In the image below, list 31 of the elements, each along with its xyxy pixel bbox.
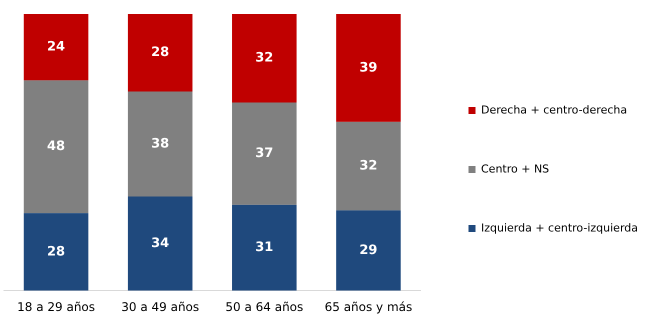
bar <box>128 91 192 197</box>
data-label: 31 <box>255 240 274 256</box>
data-label: 29 <box>359 242 378 258</box>
data-label: 37 <box>255 146 274 162</box>
data-label: 32 <box>359 158 378 174</box>
legend-label: Izquierda + centro-izquierda <box>481 221 638 234</box>
legend-label: Centro + NS <box>481 162 550 176</box>
bar <box>336 14 401 122</box>
bar <box>232 102 297 205</box>
data-label: 32 <box>255 50 274 66</box>
x-tick-label: 30 a 49 años <box>121 300 200 314</box>
bar <box>128 14 192 92</box>
bar <box>232 204 297 291</box>
legend-label: Derecha + centro-derecha <box>481 103 628 116</box>
bar <box>24 213 88 291</box>
data-label: 24 <box>47 40 66 55</box>
bar <box>336 210 401 291</box>
data-label: 39 <box>359 60 378 76</box>
data-label: 38 <box>151 136 170 152</box>
bar <box>24 80 88 214</box>
x-tick-label: 65 años y más <box>324 300 412 314</box>
bar <box>336 122 401 210</box>
data-label: 34 <box>151 236 170 251</box>
x-tick-label: 18 a 29 años <box>17 300 96 314</box>
x-tick-label: 50 a 64 años <box>225 300 304 314</box>
data-label: 28 <box>47 244 66 260</box>
data-label: 28 <box>151 45 170 60</box>
bar <box>232 14 297 103</box>
data-label: 48 <box>47 139 66 154</box>
bar <box>24 14 88 80</box>
bar <box>128 196 192 291</box>
